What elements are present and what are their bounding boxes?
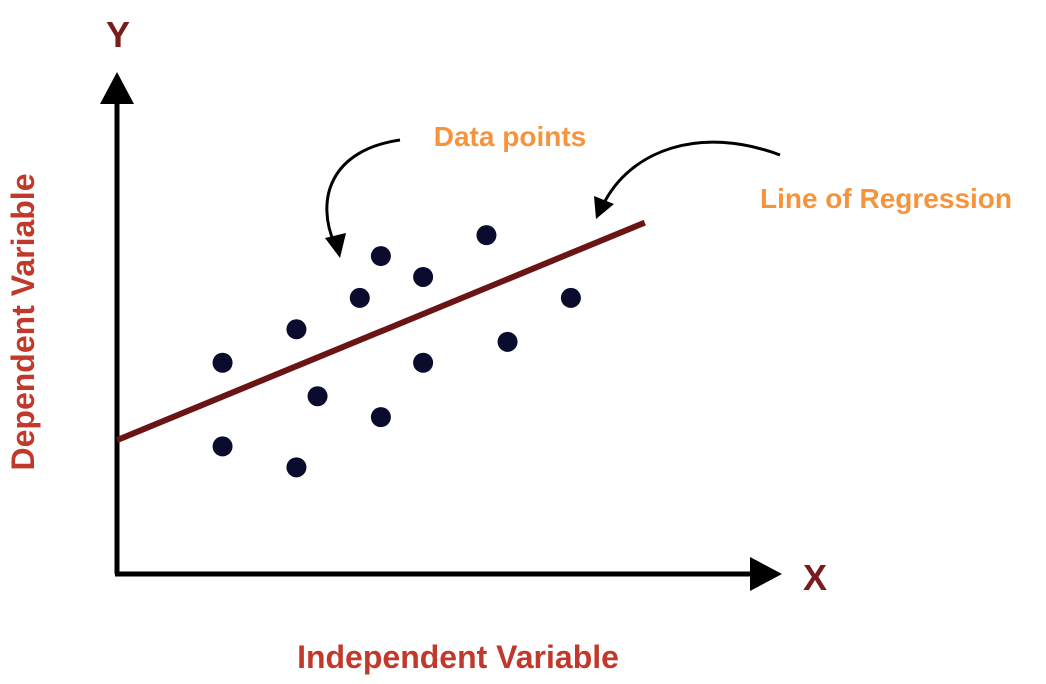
data-point [370,407,391,428]
regression-line-annotation: Line of Regression [760,183,1012,214]
regression-pointer-arrowhead [594,196,614,219]
data-point [413,266,434,287]
data-point [560,287,581,308]
regression-pointer-arrow [601,140,781,206]
y-axis-arrowhead [100,72,134,104]
y-axis-letter: Y [106,14,130,55]
y-axis-title: Dependent Variable [5,174,41,471]
data-point [413,352,434,373]
regression-line [115,219,646,443]
x-axis-arrowhead [750,557,782,591]
data-point [497,331,518,352]
data-point [370,246,391,267]
data-points-group [212,225,581,478]
data-point [349,287,370,308]
x-axis-title: Independent Variable [297,639,619,675]
data-point [286,457,307,478]
data-point [212,352,233,373]
data-points-annotation: Data points [434,121,586,152]
data-point [212,436,233,457]
x-axis-letter: X [803,557,827,598]
data-point [476,225,497,246]
data-point [286,319,307,340]
data-point [307,386,328,407]
data-points-pointer-arrow [325,138,401,246]
data-points-pointer-arrowhead [325,233,346,258]
